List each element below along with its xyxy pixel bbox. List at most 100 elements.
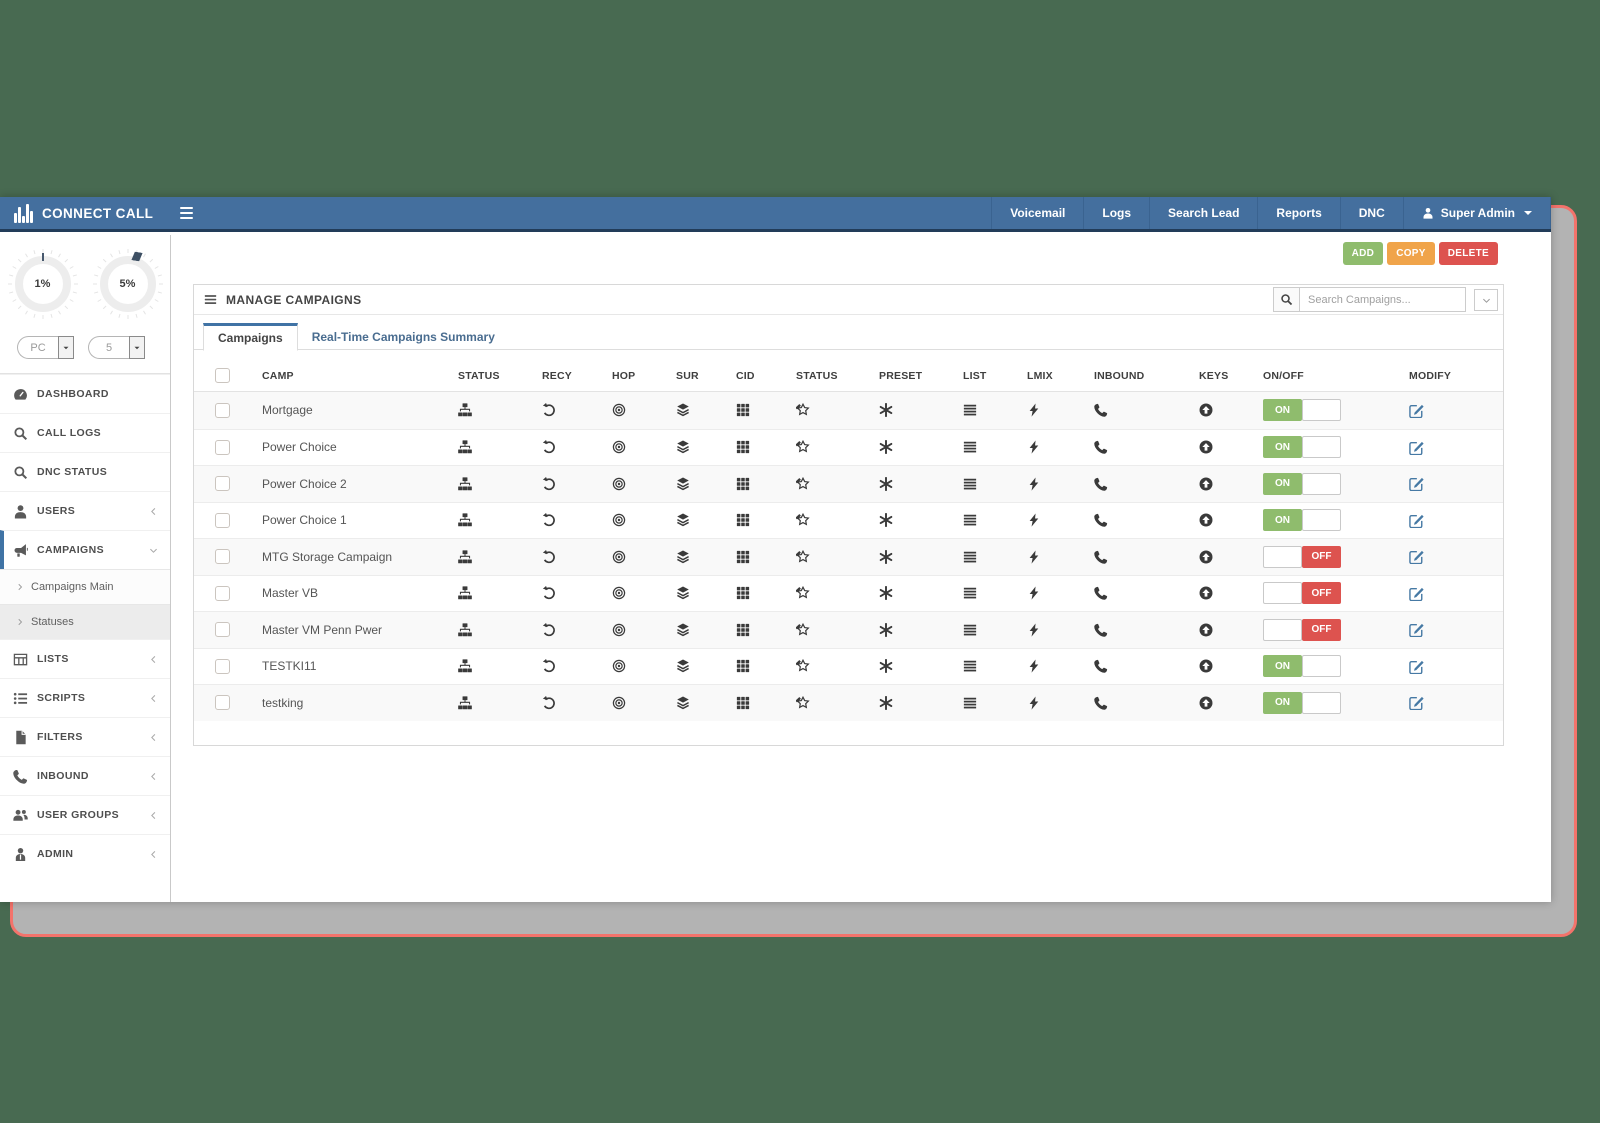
toggle-on-label[interactable]: ON (1263, 509, 1302, 532)
tab-real-time-campaigns-summary[interactable]: Real-Time Campaigns Summary (311, 330, 495, 344)
cell-status (776, 513, 859, 527)
sidebar-item-call-logs[interactable]: CALL LOGS (0, 413, 170, 452)
toggle-off-label[interactable]: OFF (1302, 545, 1341, 568)
sidebar-item-dashboard[interactable]: DASHBOARD (0, 374, 170, 413)
on-off-toggle[interactable]: ON (1263, 655, 1341, 678)
cell-lmix (1007, 440, 1074, 454)
panel-menu-icon[interactable] (204, 293, 217, 306)
on-off-toggle[interactable]: ON (1263, 691, 1341, 714)
edit-icon[interactable] (1409, 695, 1424, 710)
sidebar-item-campaigns[interactable]: CAMPAIGNS (0, 530, 170, 569)
cell-checkbox (194, 695, 242, 711)
toggle-blank[interactable] (1302, 509, 1341, 532)
sidebar-item-filters[interactable]: FILTERS (0, 717, 170, 756)
nav-item-reports[interactable]: Reports (1257, 197, 1339, 229)
tab-campaigns[interactable]: Campaigns (203, 323, 298, 351)
copy-button[interactable]: COPY (1387, 242, 1435, 265)
toggle-on-label[interactable]: ON (1263, 436, 1302, 459)
edit-icon[interactable] (1409, 586, 1424, 601)
row-checkbox[interactable] (215, 476, 230, 492)
gauge-dial-2[interactable]: 5% (92, 248, 164, 320)
list-icon (963, 623, 977, 637)
toggle-blank[interactable] (1263, 582, 1302, 605)
on-off-toggle[interactable]: OFF (1263, 545, 1341, 568)
cell-campaign-name: Power Choice 2 (262, 476, 347, 491)
search-input[interactable] (1300, 287, 1466, 312)
sidebar-subitem-statuses[interactable]: Statuses (0, 604, 170, 639)
sidebar-item-admin[interactable]: ADMIN (0, 834, 170, 873)
on-off-toggle[interactable]: ON (1263, 472, 1341, 495)
sidebar-item-dnc-status[interactable]: DNC STATUS (0, 452, 170, 491)
cell-modify (1389, 440, 1503, 455)
row-checkbox[interactable] (215, 512, 230, 528)
sidebar-item-users[interactable]: USERS (0, 491, 170, 530)
nav-item-voicemail[interactable]: Voicemail (991, 197, 1083, 229)
toggle-blank[interactable] (1302, 436, 1341, 459)
toggle-blank[interactable] (1302, 655, 1341, 678)
bullseye-icon (612, 550, 626, 564)
nav-item-logs[interactable]: Logs (1083, 197, 1149, 229)
toggle-on-label[interactable]: ON (1263, 399, 1302, 422)
toggle-blank[interactable] (1263, 618, 1302, 641)
row-checkbox[interactable] (215, 439, 230, 455)
row-checkbox[interactable] (215, 695, 230, 711)
nav-item-dnc[interactable]: DNC (1339, 197, 1403, 229)
row-checkbox[interactable] (215, 658, 230, 674)
table-row: Power Choice 1 ON (194, 501, 1503, 539)
edit-icon[interactable] (1409, 622, 1424, 637)
arrow-circle-up-icon (1199, 623, 1213, 637)
add-button[interactable]: ADD (1342, 242, 1384, 265)
edit-icon[interactable] (1409, 476, 1424, 491)
edit-icon[interactable] (1409, 659, 1424, 674)
cell-list (943, 477, 1007, 491)
row-checkbox[interactable] (215, 622, 230, 638)
phone-icon (1094, 513, 1108, 527)
sidebar-subitem-campaigns-main[interactable]: Campaigns Main (0, 569, 170, 604)
search-button[interactable] (1273, 287, 1300, 312)
table-row: Master VM Penn Pwer OFF (194, 611, 1503, 648)
on-off-toggle[interactable]: ON (1263, 399, 1341, 422)
cell-lmix (1007, 623, 1074, 637)
user-menu[interactable]: Super Admin (1402, 197, 1551, 229)
asterisk-icon (879, 550, 893, 564)
edit-icon[interactable] (1409, 513, 1424, 528)
sidebar-item-lists[interactable]: LISTS (0, 639, 170, 678)
edit-icon[interactable] (1409, 440, 1424, 455)
toggle-blank[interactable] (1302, 399, 1341, 422)
toggle-off-label[interactable]: OFF (1302, 618, 1341, 641)
on-off-toggle[interactable]: ON (1263, 509, 1341, 532)
cell-hop (592, 513, 656, 527)
toggle-blank[interactable] (1302, 691, 1341, 714)
sidebar-item-user-groups[interactable]: USER GROUPS (0, 795, 170, 834)
cell-recy (522, 440, 592, 454)
row-checkbox[interactable] (215, 549, 230, 565)
toggle-blank[interactable] (1263, 545, 1302, 568)
edit-icon[interactable] (1409, 403, 1424, 418)
asterisk-icon (879, 696, 893, 710)
row-checkbox[interactable] (215, 585, 230, 601)
on-off-toggle[interactable]: ON (1263, 436, 1341, 459)
toggle-blank[interactable] (1302, 472, 1341, 495)
count-select[interactable]: 5 (88, 336, 145, 359)
sidebar-toggle-icon[interactable] (180, 207, 194, 219)
sidebar-item-inbound[interactable]: INBOUND (0, 756, 170, 795)
delete-button[interactable]: DELETE (1438, 242, 1498, 265)
cell-status (776, 403, 859, 417)
chevron-down-icon[interactable] (129, 336, 145, 359)
row-checkbox[interactable] (215, 402, 230, 418)
toggle-on-label[interactable]: ON (1263, 691, 1302, 714)
nav-item-search-lead[interactable]: Search Lead (1149, 197, 1257, 229)
sidebar-item-scripts[interactable]: SCRIPTS (0, 678, 170, 717)
pc-select[interactable]: PC (17, 336, 74, 359)
select-all-checkbox[interactable] (215, 368, 230, 383)
toggle-on-label[interactable]: ON (1263, 472, 1302, 495)
edit-icon[interactable] (1409, 549, 1424, 564)
gauge-dial-1[interactable]: 1% (7, 248, 79, 320)
on-off-toggle[interactable]: OFF (1263, 582, 1341, 605)
toggle-off-label[interactable]: OFF (1302, 582, 1341, 605)
on-off-toggle[interactable]: OFF (1263, 618, 1341, 641)
brand[interactable]: CONNECT CALL (0, 203, 153, 223)
chevron-down-icon[interactable] (58, 336, 74, 359)
panel-collapse-button[interactable] (1474, 289, 1498, 311)
toggle-on-label[interactable]: ON (1263, 655, 1302, 678)
